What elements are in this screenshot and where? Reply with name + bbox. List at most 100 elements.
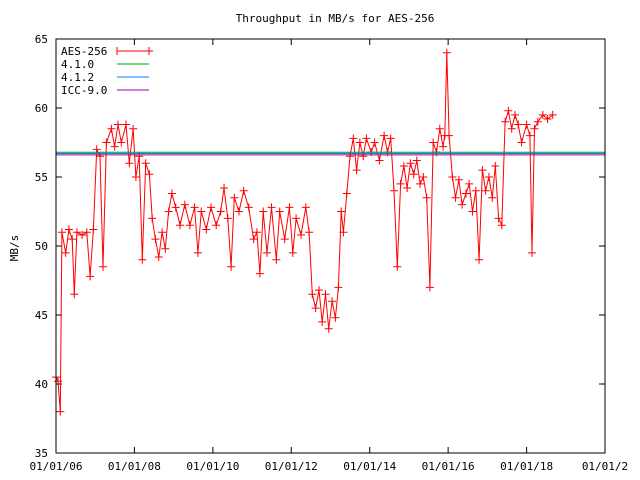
data-point (451, 193, 460, 202)
data-point (239, 186, 248, 195)
data-point (399, 161, 408, 170)
data-point (158, 228, 167, 237)
data-point (386, 134, 395, 143)
data-point (202, 225, 211, 234)
data-point (321, 290, 330, 299)
data-point (68, 235, 77, 244)
data-point (272, 255, 281, 264)
legend-item: ICC-9.0 (61, 84, 149, 97)
data-point (72, 228, 81, 237)
data-point (125, 159, 134, 168)
data-point (370, 138, 379, 147)
plot-area (52, 48, 605, 416)
x-tick-label: 01/01/10 (186, 460, 239, 473)
data-point (328, 297, 337, 306)
y-axis-label: MB/s (8, 235, 21, 262)
data-point (267, 203, 276, 212)
data-point (141, 159, 150, 168)
y-tick-label: 40 (35, 378, 48, 391)
data-point (468, 207, 477, 216)
data-point (113, 120, 122, 129)
data-point (337, 207, 346, 216)
data-point (185, 221, 194, 230)
data-point (454, 175, 463, 184)
data-point (481, 186, 490, 195)
data-point (234, 207, 243, 216)
data-point (419, 173, 428, 181)
data-point (525, 131, 534, 140)
x-tick-label: 01/01/12 (265, 460, 318, 473)
data-point (259, 207, 268, 216)
data-point (297, 230, 306, 239)
data-point (416, 179, 425, 188)
data-point (308, 290, 317, 299)
legend-label: 4.1.0 (61, 58, 94, 71)
x-axis: 01/01/06 01/01/08 01/01/10 01/01/12 01/01/14… (30, 39, 628, 473)
data-point (64, 225, 73, 234)
data-point (227, 262, 236, 271)
data-point (458, 200, 467, 209)
x-tick-label: 01/01/2 (582, 460, 628, 473)
data-point (262, 248, 271, 257)
series-aes-256 (52, 48, 557, 416)
data-point (102, 138, 111, 147)
data-point (288, 248, 297, 257)
legend-item: 4.1.0 (61, 58, 149, 71)
data-point (57, 228, 66, 237)
legend-item: AES-256 (61, 45, 153, 58)
data-point (507, 124, 516, 133)
data-point (131, 173, 140, 181)
data-point (145, 170, 154, 179)
data-point (122, 120, 131, 129)
data-point (54, 377, 63, 386)
data-point (429, 138, 438, 147)
data-point (484, 173, 493, 181)
data-point (471, 186, 480, 195)
y-axis: 35 40 45 50 55 60 65 (35, 33, 605, 460)
data-point (511, 110, 520, 119)
data-point (334, 283, 343, 292)
data-point (442, 48, 451, 57)
data-point (331, 313, 340, 322)
data-point (207, 203, 216, 212)
data-point (406, 159, 415, 168)
data-point (305, 228, 314, 237)
legend-label: ICC-9.0 (61, 84, 107, 97)
data-point (403, 184, 412, 193)
data-point (318, 317, 327, 326)
legend-item: 4.1.2 (61, 71, 149, 84)
data-point (494, 214, 503, 223)
data-point (517, 138, 526, 147)
data-point (164, 207, 173, 216)
data-point (78, 230, 87, 239)
data-point (522, 120, 531, 129)
data-point (501, 117, 510, 126)
data-point (390, 186, 399, 195)
y-tick-label: 55 (35, 171, 48, 184)
data-point (190, 203, 199, 212)
legend-marker (116, 47, 153, 55)
data-point (129, 124, 138, 133)
data-point (252, 228, 261, 237)
data-point (230, 193, 239, 202)
x-tick-label: 01/01/08 (108, 460, 161, 473)
data-point (249, 235, 258, 244)
data-point (530, 124, 539, 133)
data-point (216, 207, 225, 216)
data-point (167, 189, 176, 198)
data-point (86, 272, 95, 281)
data-point (107, 124, 116, 133)
data-point (301, 203, 310, 212)
data-point (497, 221, 506, 230)
data-point (176, 221, 185, 230)
data-point (56, 407, 65, 416)
data-point (324, 324, 333, 333)
data-point (342, 189, 351, 198)
data-point (439, 142, 448, 151)
y-tick-label: 50 (35, 240, 48, 253)
data-point (89, 225, 98, 234)
data-point (349, 134, 358, 143)
data-point (110, 142, 119, 151)
